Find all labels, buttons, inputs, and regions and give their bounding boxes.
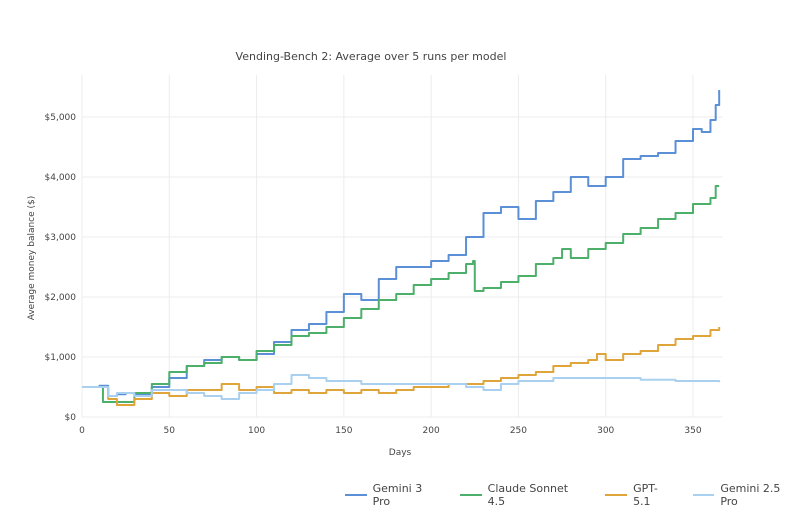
- grid: [81, 75, 723, 418]
- y-tick-label: $1,000: [45, 353, 77, 363]
- legend: Gemini 3 Pro Claude Sonnet 4.5 GPT-5.1 Gemi…: [345, 482, 800, 508]
- legend-item[interactable]: Gemini 3 Pro: [345, 482, 442, 508]
- x-tick-label: 100: [248, 426, 265, 436]
- legend-swatch: [605, 494, 628, 496]
- y-tick-label: $2,000: [45, 293, 77, 303]
- legend-swatch: [345, 494, 367, 496]
- legend-item[interactable]: GPT-5.1: [605, 482, 674, 508]
- legend-label: Claude Sonnet 4.5: [487, 482, 569, 508]
- y-tick-label: $3,000: [45, 233, 77, 243]
- series-lines: [82, 90, 721, 406]
- series-line-gpt-5-1: [82, 327, 721, 406]
- series-line-gemini-2-5-pro: [82, 374, 721, 400]
- x-tick-label: 200: [423, 426, 440, 436]
- x-axis-label: Days: [389, 448, 412, 458]
- x-tick-label: 300: [597, 426, 614, 436]
- tick-labels: 0 50 100 150 200 250 300 350 $0 $1,000 $2,000 $3,00…: [45, 113, 702, 436]
- y-tick-label: $0: [65, 413, 77, 423]
- x-tick-label: 50: [164, 426, 176, 436]
- x-tick-label: 0: [79, 426, 85, 436]
- legend-label: Gemini 3 Pro: [372, 482, 423, 508]
- x-tick-label: 250: [510, 426, 527, 436]
- y-axis-label: Average money balance ($): [27, 196, 37, 321]
- chart-title: Vending-Bench 2: Average over 5 runs per…: [236, 50, 507, 63]
- series-line-claude-sonnet-4-5: [82, 185, 720, 403]
- x-tick-label: 150: [335, 426, 352, 436]
- legend-swatch: [692, 494, 715, 496]
- y-tick-label: $4,000: [45, 173, 77, 183]
- x-tick-label: 350: [684, 426, 701, 436]
- legend-swatch: [460, 494, 482, 496]
- y-tick-label: $5,000: [45, 113, 77, 123]
- legend-item[interactable]: Gemini 2.5 Pro: [692, 482, 800, 508]
- legend-item[interactable]: Claude Sonnet 4.5: [460, 482, 587, 508]
- legend-label: GPT-5.1: [633, 482, 658, 508]
- legend-label: Gemini 2.5 Pro: [720, 482, 781, 508]
